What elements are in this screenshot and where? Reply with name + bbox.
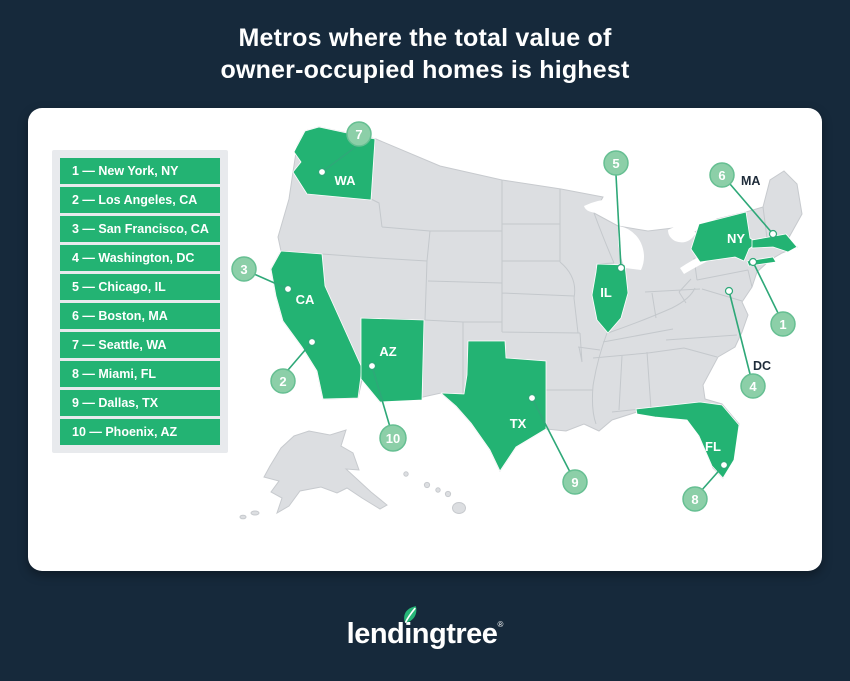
aleutian-island [250,510,260,516]
state-arizona [360,317,425,403]
state-label-ca: CA [296,292,315,307]
marker-1-number: 1 [779,317,786,332]
marker-9-circle [562,469,588,495]
hawaii-island [403,471,409,477]
legend-item-10: 10 — Phoenix, AZ [60,419,220,445]
legend-item-8: 8 — Miami, FL [60,361,220,387]
legend-item-7: 7 — Seattle, WA [60,332,220,358]
marker-3-number: 3 [240,262,247,277]
hawaii-island [444,490,452,498]
leader-line-chicago [615,174,622,269]
us-map: WA CA AZ TX IL NY FL 7 3 2 10 [231,121,803,520]
marker-8-circle [682,486,708,512]
page-title: Metros where the total value of owner-oc… [0,22,850,86]
legend-item-5: 5 — Chicago, IL [60,274,220,300]
legend-item-2: 2 — Los Angeles, CA [60,187,220,213]
hawaii-island [435,487,441,493]
leader-line-seattle [321,144,359,173]
leader-line-dallas [531,397,571,473]
callout-label-ma: MA [741,174,760,188]
marker-1-circle [770,311,796,337]
state-new-york [690,211,758,263]
city-dot-chicago [616,263,626,273]
title-line-1: Metros where the total value of [238,24,612,52]
hawaii-big-island [452,502,466,514]
state-label-az: AZ [379,344,396,359]
city-dot-san-francisco [283,284,293,294]
leader-line-boston [729,183,774,235]
lake-michigan [617,226,644,270]
marker-6-number: 6 [718,168,725,183]
legend-item-1: 1 — New York, NY [60,158,220,184]
leader-line-phoenix [371,365,391,428]
state-alaska [263,429,388,515]
aleutian-island [239,514,247,520]
marker-4: 4 [740,373,766,399]
city-dot-miami [719,460,729,470]
legend-item-4: 4 — Washington, DC [60,245,220,271]
state-massachusetts [751,233,798,253]
city-dot-seattle [317,167,327,177]
logo-wordmark: lendingtree [346,618,498,650]
lendingtree-logo-inner: lendingtree® [346,604,504,664]
state-label-ny: NY [727,231,745,246]
city-dot-phoenix [367,361,377,371]
marker-2: 2 [270,368,296,394]
state-california [270,250,363,400]
leaf-icon [403,606,417,623]
marker-4-number: 4 [749,379,757,394]
legend-item-3: 3 — San Francisco, CA [60,216,220,242]
marker-5: 5 [603,150,629,176]
lake-superior [584,199,649,226]
registered-mark: ® [497,619,504,629]
callout-label-dc: DC [753,359,771,373]
leader-line-miami [700,464,725,492]
leader-line-los-angeles [287,341,313,371]
marker-10-circle [379,424,407,452]
state-label-wa: WA [335,173,357,188]
marker-2-circle [270,368,296,394]
leader-line-new-york [752,261,779,314]
state-texas [440,340,547,472]
state-illinois [591,263,629,334]
title-line-2: owner-occupied homes is highest [220,56,630,84]
city-dot-dallas [527,393,537,403]
marker-6-circle [709,162,735,188]
marker-1: 1 [770,311,796,337]
marker-9-number: 9 [571,475,578,490]
leader-line-washington-dc [728,290,751,375]
marker-5-number: 5 [612,156,619,171]
marker-3: 3 [231,256,257,282]
city-dot-los-angeles [307,337,317,347]
marker-10: 10 [379,424,407,452]
marker-4-circle [740,373,766,399]
marker-8: 8 [682,486,708,512]
city-dot-new-york [748,257,758,267]
lendingtree-logo: lendingtree® [0,604,850,664]
hawaii-island [423,481,431,489]
leader-line-san-francisco [253,273,289,290]
city-dot-boston [768,229,778,239]
city-dot-washington-dc [724,286,734,296]
map-card: WA CA AZ TX IL NY FL 7 3 2 10 [28,108,822,571]
marker-9: 9 [562,469,588,495]
metro-ranking-legend: 1 — New York, NY 2 — Los Angeles, CA 3 —… [52,150,228,453]
state-label-il: IL [600,285,612,300]
marker-10-number: 10 [386,431,400,446]
marker-7-circle [346,121,372,147]
marker-6: 6 [709,162,735,188]
marker-5-circle [603,150,629,176]
marker-8-number: 8 [691,492,698,507]
marker-2-number: 2 [279,374,286,389]
state-label-fl: FL [705,439,721,454]
legend-item-6: 6 — Boston, MA [60,303,220,329]
marker-3-circle [231,256,257,282]
lake-huron [668,226,696,243]
state-label-tx: TX [510,416,527,431]
legend-item-9: 9 — Dallas, TX [60,390,220,416]
marker-7-number: 7 [355,127,362,142]
marker-7: 7 [346,121,372,147]
